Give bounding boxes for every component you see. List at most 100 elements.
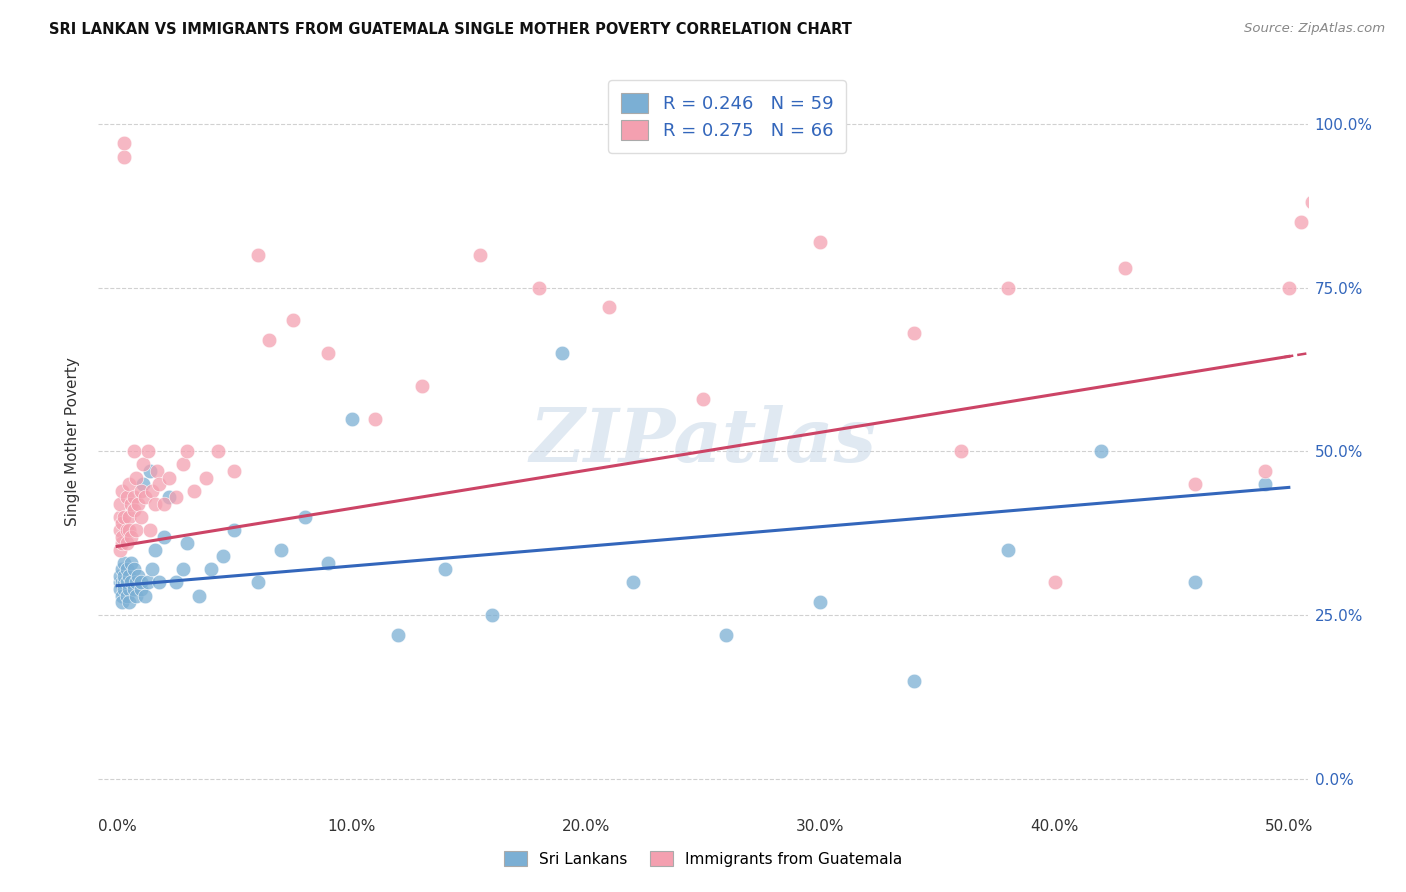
Point: [111, 589, 134, 603]
Point: [143, 542, 166, 557]
Point: [551, 346, 574, 360]
Point: [1313, 248, 1336, 262]
Point: [118, 477, 141, 491]
Point: [1043, 575, 1066, 590]
Point: [118, 569, 141, 583]
Point: [112, 569, 135, 583]
Point: [172, 458, 194, 472]
Point: [118, 595, 141, 609]
Point: [122, 444, 145, 458]
Point: [112, 149, 135, 163]
Point: [120, 497, 142, 511]
Point: [165, 575, 187, 590]
Point: [134, 490, 156, 504]
Point: [340, 411, 363, 425]
Point: [470, 248, 492, 262]
Point: [434, 562, 457, 576]
Point: [111, 575, 134, 590]
Text: SRI LANKAN VS IMMIGRANTS FROM GUATEMALA SINGLE MOTHER POVERTY CORRELATION CHART: SRI LANKAN VS IMMIGRANTS FROM GUATEMALA …: [49, 22, 852, 37]
Point: [997, 280, 1019, 294]
Point: [129, 582, 152, 596]
Point: [129, 483, 152, 498]
Point: [165, 490, 187, 504]
Point: [112, 582, 135, 596]
Point: [120, 556, 142, 570]
Point: [108, 523, 131, 537]
Point: [294, 509, 316, 524]
Point: [207, 444, 229, 458]
Point: [118, 582, 141, 596]
Point: [1184, 575, 1206, 590]
Point: [118, 509, 141, 524]
Point: [997, 542, 1019, 557]
Point: [115, 536, 138, 550]
Point: [157, 490, 180, 504]
Legend: Sri Lankans, Immigrants from Guatemala: Sri Lankans, Immigrants from Guatemala: [496, 843, 910, 874]
Point: [125, 575, 148, 590]
Point: [316, 346, 339, 360]
Point: [259, 333, 281, 347]
Text: Source: ZipAtlas.com: Source: ZipAtlas.com: [1244, 22, 1385, 36]
Point: [111, 483, 134, 498]
Point: [111, 530, 134, 544]
Point: [125, 470, 148, 484]
Point: [122, 503, 145, 517]
Point: [949, 444, 972, 458]
Point: [143, 497, 166, 511]
Point: [1254, 464, 1277, 478]
Point: [172, 562, 194, 576]
Y-axis label: Single Mother Poverty: Single Mother Poverty: [65, 357, 80, 526]
Point: [141, 562, 163, 576]
Point: [224, 464, 246, 478]
Point: [1301, 195, 1323, 210]
Point: [108, 542, 131, 557]
Point: [111, 595, 134, 609]
Point: [246, 248, 269, 262]
Point: [527, 280, 550, 294]
Point: [195, 470, 218, 484]
Point: [111, 516, 134, 531]
Point: [146, 464, 169, 478]
Point: [118, 523, 141, 537]
Point: [127, 569, 149, 583]
Point: [132, 458, 155, 472]
Point: [139, 464, 162, 478]
Point: [122, 582, 145, 596]
Point: [141, 483, 163, 498]
Point: [132, 477, 155, 491]
Point: [176, 536, 198, 550]
Point: [108, 509, 131, 524]
Point: [808, 595, 831, 609]
Point: [903, 326, 925, 341]
Point: [364, 411, 387, 425]
Point: [1114, 260, 1136, 275]
Point: [112, 556, 135, 570]
Point: [111, 536, 134, 550]
Point: [120, 530, 142, 544]
Point: [224, 523, 246, 537]
Point: [115, 490, 138, 504]
Point: [108, 497, 131, 511]
Point: [148, 477, 170, 491]
Point: [108, 575, 131, 590]
Point: [148, 575, 170, 590]
Point: [112, 509, 135, 524]
Point: [387, 628, 409, 642]
Point: [136, 575, 159, 590]
Point: [115, 562, 138, 576]
Point: [188, 589, 211, 603]
Point: [621, 575, 644, 590]
Point: [716, 628, 738, 642]
Point: [129, 575, 152, 590]
Point: [176, 444, 198, 458]
Point: [411, 379, 433, 393]
Point: [1184, 477, 1206, 491]
Point: [134, 589, 156, 603]
Point: [112, 575, 135, 590]
Point: [211, 549, 233, 564]
Point: [1289, 215, 1312, 229]
Point: [200, 562, 222, 576]
Point: [246, 575, 269, 590]
Point: [316, 556, 339, 570]
Text: ZIPatlas: ZIPatlas: [530, 405, 876, 478]
